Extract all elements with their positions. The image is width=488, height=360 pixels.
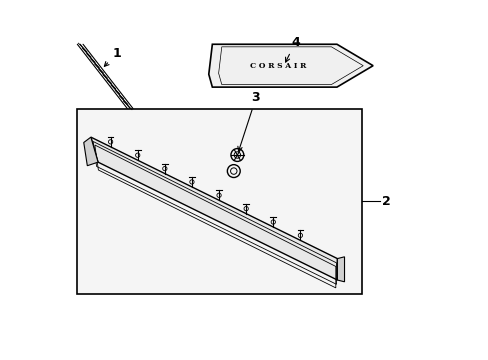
- Text: 3: 3: [237, 91, 260, 151]
- Text: C O R S A I R: C O R S A I R: [249, 62, 305, 70]
- Text: 2: 2: [381, 195, 390, 208]
- Polygon shape: [208, 44, 372, 87]
- Bar: [77, 109, 362, 294]
- Polygon shape: [91, 137, 337, 280]
- Polygon shape: [83, 137, 98, 166]
- Text: 4: 4: [285, 36, 299, 62]
- Text: 1: 1: [104, 47, 121, 66]
- Polygon shape: [337, 257, 344, 282]
